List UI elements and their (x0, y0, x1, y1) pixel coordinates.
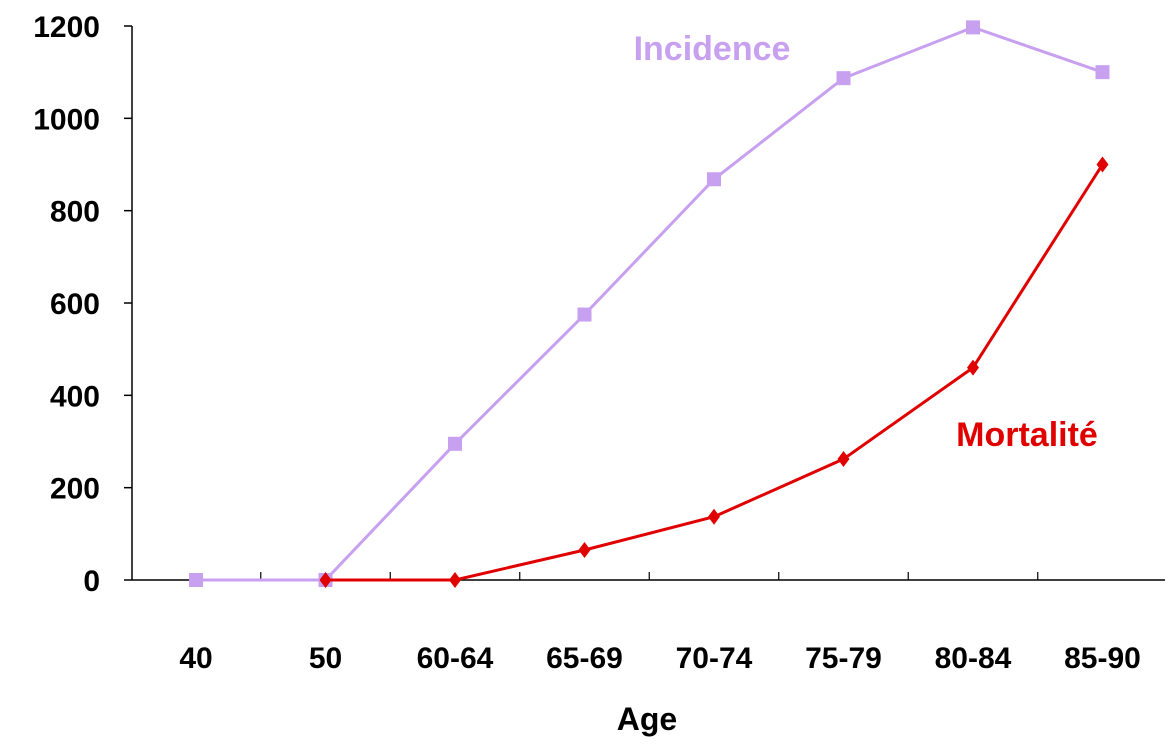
x-axis-title: Age (617, 701, 677, 737)
y-tick-label: 0 (83, 565, 100, 598)
data-point-mortalite (967, 359, 979, 376)
data-point-mortalite (837, 451, 850, 468)
axes (131, 26, 1165, 581)
y-tick-label: 1000 (33, 103, 100, 136)
series-mortalite (319, 156, 1109, 588)
series-line-incidence (196, 25, 1103, 582)
data-point-mortalite (708, 508, 720, 525)
x-tick-label: 50 (309, 642, 342, 675)
y-tick-label: 400 (50, 380, 100, 413)
data-point-incidence (966, 20, 980, 35)
data-point-mortalite (1096, 156, 1109, 173)
data-point-incidence (1095, 65, 1110, 80)
x-tick-label: 85-90 (1064, 642, 1141, 675)
x-tick-label: 65-69 (546, 642, 623, 675)
series-incidence (189, 20, 1110, 587)
series-layer (189, 20, 1110, 588)
x-tick-label: 60-64 (417, 642, 494, 675)
x-tick-label: 70-74 (676, 642, 753, 675)
y-tick-label: 600 (50, 288, 100, 321)
data-point-mortalite (449, 572, 461, 588)
data-point-incidence (707, 172, 721, 187)
x-tick-label: 40 (179, 642, 212, 675)
series-label-mortalite: Mortalité (956, 416, 1098, 454)
data-point-incidence (836, 71, 851, 86)
y-tick-label: 800 (50, 196, 100, 229)
x-tick-label: 80-84 (935, 642, 1012, 675)
y-tick-label: 1200 (33, 11, 100, 44)
data-point-mortalite (319, 572, 332, 588)
data-point-incidence (577, 307, 592, 322)
y-axis-ticks: 0 200 400 600 800 1000 1200 (33, 11, 132, 598)
y-tick-label: 200 (50, 473, 100, 506)
data-point-incidence (189, 573, 203, 587)
data-point-incidence (448, 436, 462, 451)
data-point-mortalite (578, 541, 591, 558)
x-tick-label: 75-79 (805, 642, 882, 675)
x-axis-ticks: 40 50 60-64 65-69 70-74 75-79 80-84 85-90 (179, 572, 1141, 675)
series-label-incidence: Incidence (634, 30, 791, 68)
